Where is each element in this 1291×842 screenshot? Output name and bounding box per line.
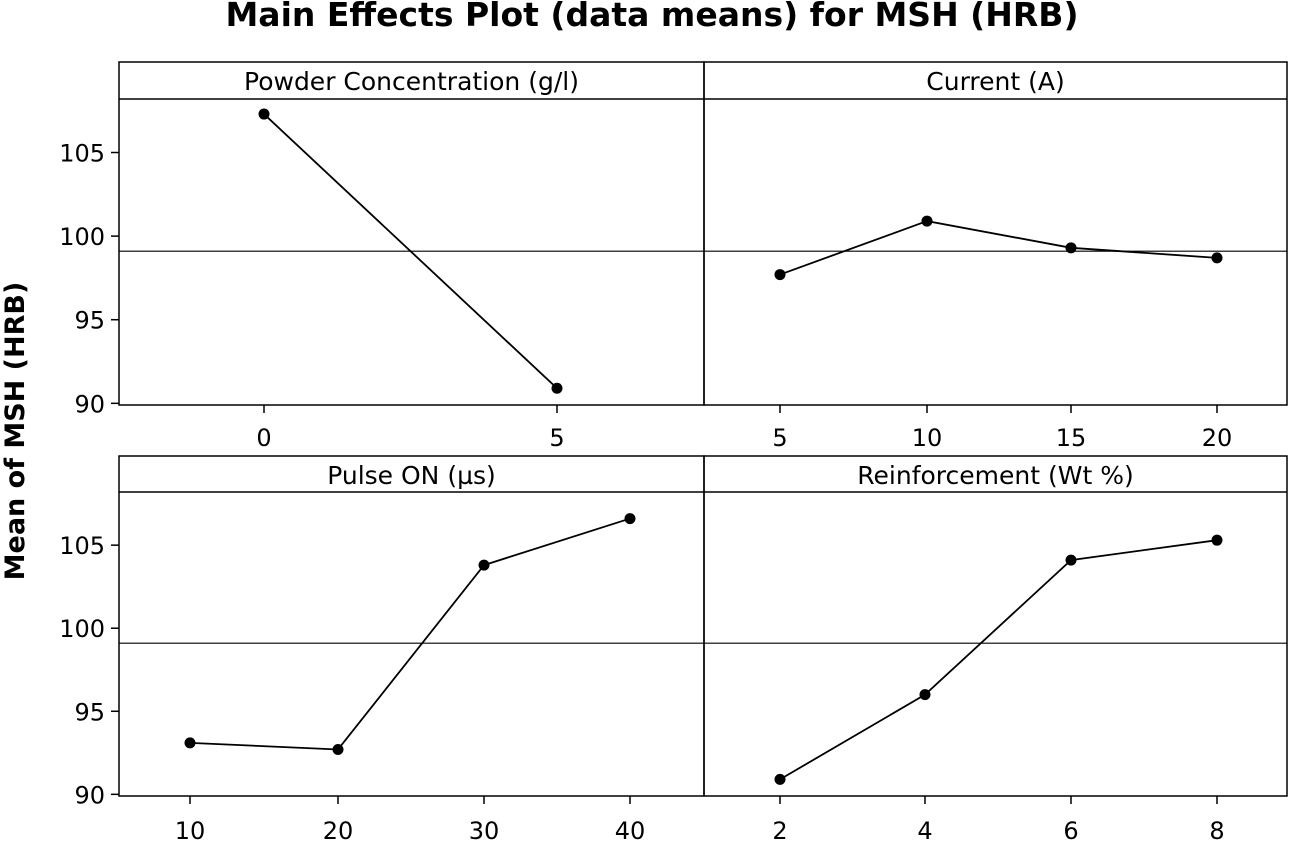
panel-4: Reinforcement (Wt %) 2 4 6 8 [703, 455, 1288, 842]
x-tick-label-2: 20 [323, 817, 354, 842]
data-point-1 [258, 108, 270, 120]
series-line [779, 220, 1218, 276]
data-point-2 [919, 689, 931, 701]
y-tick-label-row1-2: 95 [74, 307, 105, 335]
x-tick-label-4: 20 [1202, 424, 1233, 452]
x-tick-label-2: 5 [549, 424, 564, 452]
data-point-1 [774, 269, 786, 281]
y-tick-label-row2-1: 90 [74, 781, 105, 809]
x-tick-label-1: 10 [175, 817, 206, 842]
x-tick-label-2: 4 [917, 817, 932, 842]
x-tick-label-2: 10 [912, 424, 943, 452]
y-tick-label-row1-3: 100 [59, 223, 105, 251]
series-line [189, 517, 631, 751]
x-tick-label-3: 6 [1063, 817, 1078, 842]
data-point-2 [332, 743, 344, 755]
y-axis-label: Mean of MSH (HRB) [0, 282, 31, 581]
x-tick-label-4: 8 [1209, 817, 1224, 842]
panel-frame [118, 455, 705, 797]
x-tick-label-1: 5 [772, 424, 787, 452]
panel-frame [703, 455, 1288, 797]
series-line [779, 539, 1218, 781]
x-tick-label-1: 0 [256, 424, 271, 452]
panel-title: Powder Concentration (g/l) [244, 67, 579, 96]
data-point-3 [478, 559, 490, 571]
panel-title: Current (A) [926, 67, 1064, 96]
x-tick-label-1: 2 [772, 817, 787, 842]
data-point-4 [1211, 252, 1223, 264]
x-tick-label-3: 30 [469, 817, 500, 842]
data-point-4 [1211, 534, 1223, 546]
panel-2: Current (A) 5 10 15 20 [703, 61, 1288, 452]
data-point-3 [1065, 242, 1077, 254]
data-point-2 [551, 382, 563, 394]
data-point-1 [184, 737, 196, 749]
y-tick-label-row2-4: 105 [59, 532, 105, 560]
y-tick-label-row2-3: 100 [59, 615, 105, 643]
data-point-3 [1065, 554, 1077, 566]
panel-frame [703, 61, 1288, 406]
y-tick-label-row1-4: 105 [59, 140, 105, 168]
panel-3: Pulse ON (µs) 10 20 30 40 [118, 455, 705, 842]
data-point-2 [921, 215, 933, 227]
chart-title: Main Effects Plot (data means) for MSH (… [225, 0, 1078, 34]
panel-1: Powder Concentration (g/l) 0 5 [118, 61, 705, 452]
panel-frame [118, 61, 705, 406]
panel-title: Reinforcement (Wt %) [857, 461, 1133, 490]
data-point-1 [774, 773, 786, 785]
data-point-4 [624, 513, 636, 525]
y-tick-label-row1-1: 90 [74, 390, 105, 418]
y-tick-label-row2-2: 95 [74, 698, 105, 726]
panel-title: Pulse ON (µs) [327, 461, 496, 490]
x-tick-label-3: 15 [1056, 424, 1087, 452]
series-line [263, 113, 558, 389]
x-tick-label-4: 40 [615, 817, 646, 842]
